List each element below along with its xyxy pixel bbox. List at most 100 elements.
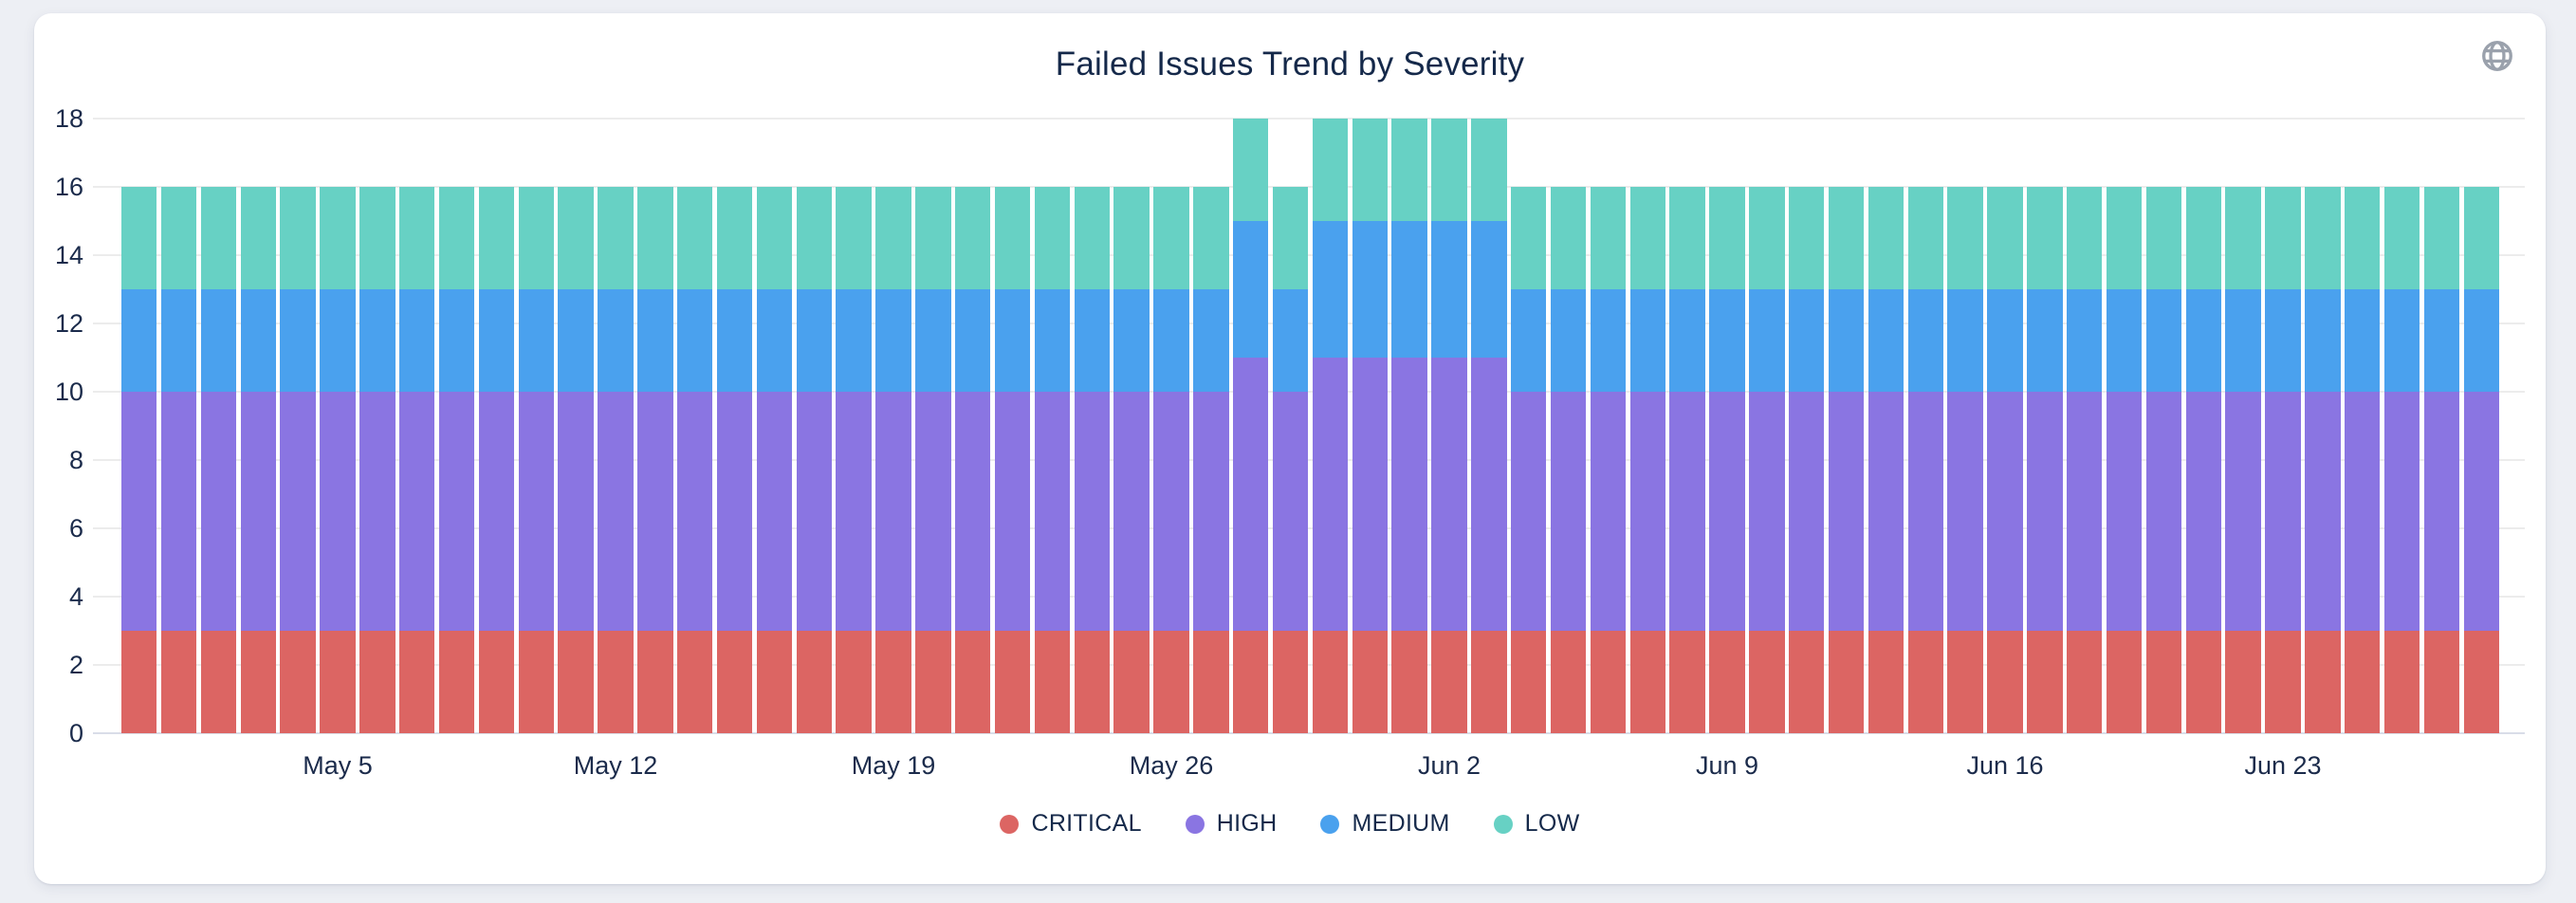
bar-segment-critical[interactable] bbox=[677, 631, 713, 733]
legend-item-medium[interactable]: MEDIUM bbox=[1320, 810, 1449, 838]
bar-segment-medium[interactable] bbox=[1629, 289, 1665, 392]
bar-segment-medium[interactable] bbox=[2225, 289, 2261, 392]
globe-icon[interactable] bbox=[2479, 38, 2515, 74]
bar-segment-critical[interactable] bbox=[1669, 631, 1705, 733]
bar-segment-medium[interactable] bbox=[2027, 289, 2063, 392]
bar-segment-critical[interactable] bbox=[955, 631, 991, 733]
bar[interactable] bbox=[2265, 187, 2301, 733]
bar-segment-critical[interactable] bbox=[200, 631, 237, 733]
bar-segment-medium[interactable] bbox=[2067, 289, 2103, 392]
bar-segment-critical[interactable] bbox=[1312, 631, 1349, 733]
bar-segment-critical[interactable] bbox=[1749, 631, 1785, 733]
bar-segment-high[interactable] bbox=[915, 392, 951, 631]
bar-segment-critical[interactable] bbox=[438, 631, 475, 733]
bar-segment-high[interactable] bbox=[2067, 392, 2103, 631]
bar-segment-low[interactable] bbox=[438, 187, 475, 289]
bar-segment-low[interactable] bbox=[796, 187, 832, 289]
bar[interactable] bbox=[1907, 187, 1943, 733]
bar-segment-low[interactable] bbox=[1749, 187, 1785, 289]
bar-segment-high[interactable] bbox=[955, 392, 991, 631]
bar-segment-medium[interactable] bbox=[438, 289, 475, 392]
bar-segment-medium[interactable] bbox=[955, 289, 991, 392]
bar-segment-low[interactable] bbox=[518, 187, 554, 289]
bar-segment-low[interactable] bbox=[1352, 119, 1388, 221]
bar-segment-high[interactable] bbox=[1471, 358, 1507, 631]
bar[interactable] bbox=[1471, 119, 1507, 733]
bar[interactable] bbox=[1629, 187, 1665, 733]
bar[interactable] bbox=[280, 187, 316, 733]
bar-segment-critical[interactable] bbox=[1629, 631, 1665, 733]
bar-segment-medium[interactable] bbox=[2423, 289, 2460, 392]
bar-segment-medium[interactable] bbox=[1352, 221, 1388, 358]
bar[interactable] bbox=[2067, 187, 2103, 733]
bar-segment-high[interactable] bbox=[558, 392, 594, 631]
bar-segment-high[interactable] bbox=[796, 392, 832, 631]
bar[interactable] bbox=[1391, 119, 1427, 733]
bar-segment-low[interactable] bbox=[1907, 187, 1943, 289]
bar-segment-medium[interactable] bbox=[1590, 289, 1627, 392]
bar-segment-medium[interactable] bbox=[716, 289, 753, 392]
bar[interactable] bbox=[677, 187, 713, 733]
bar-segment-medium[interactable] bbox=[1987, 289, 2023, 392]
bar[interactable] bbox=[359, 187, 396, 733]
bar-segment-medium[interactable] bbox=[121, 289, 157, 392]
bar[interactable] bbox=[2383, 187, 2420, 733]
bar-segment-low[interactable] bbox=[2345, 187, 2381, 289]
bar[interactable] bbox=[1193, 187, 1229, 733]
bar-segment-critical[interactable] bbox=[320, 631, 356, 733]
bar-segment-critical[interactable] bbox=[399, 631, 435, 733]
bar-segment-critical[interactable] bbox=[2225, 631, 2261, 733]
bar[interactable] bbox=[1709, 187, 1745, 733]
bar-segment-high[interactable] bbox=[1312, 358, 1349, 631]
bar-segment-low[interactable] bbox=[875, 187, 911, 289]
bar-segment-medium[interactable] bbox=[2345, 289, 2381, 392]
bar-segment-medium[interactable] bbox=[359, 289, 396, 392]
bar[interactable] bbox=[1153, 187, 1189, 733]
bar-segment-critical[interactable] bbox=[1868, 631, 1904, 733]
bar[interactable] bbox=[836, 187, 872, 733]
bar[interactable] bbox=[1987, 187, 2023, 733]
bar-segment-high[interactable] bbox=[1034, 392, 1071, 631]
bar-segment-critical[interactable] bbox=[1153, 631, 1189, 733]
bar-segment-low[interactable] bbox=[1868, 187, 1904, 289]
bar-segment-low[interactable] bbox=[1153, 187, 1189, 289]
bar-segment-low[interactable] bbox=[1828, 187, 1865, 289]
bar-segment-medium[interactable] bbox=[1312, 221, 1349, 358]
bar-segment-high[interactable] bbox=[2305, 392, 2341, 631]
bar-segment-critical[interactable] bbox=[359, 631, 396, 733]
bar-segment-medium[interactable] bbox=[1034, 289, 1071, 392]
bar[interactable] bbox=[1947, 187, 1983, 733]
bar-segment-low[interactable] bbox=[1312, 119, 1349, 221]
legend-item-high[interactable]: HIGH bbox=[1185, 810, 1278, 838]
bar-segment-low[interactable] bbox=[2185, 187, 2221, 289]
bar[interactable] bbox=[1590, 187, 1627, 733]
bar-segment-critical[interactable] bbox=[2106, 631, 2143, 733]
bar-segment-low[interactable] bbox=[2305, 187, 2341, 289]
bar-segment-high[interactable] bbox=[1511, 392, 1547, 631]
bar-segment-low[interactable] bbox=[558, 187, 594, 289]
bar-segment-high[interactable] bbox=[1828, 392, 1865, 631]
bar[interactable] bbox=[1868, 187, 1904, 733]
bar-segment-high[interactable] bbox=[637, 392, 673, 631]
bar[interactable] bbox=[756, 187, 793, 733]
bar-segment-critical[interactable] bbox=[2027, 631, 2063, 733]
bar-segment-medium[interactable] bbox=[1828, 289, 1865, 392]
bar-segment-critical[interactable] bbox=[2145, 631, 2182, 733]
bar-segment-high[interactable] bbox=[1629, 392, 1665, 631]
bar-segment-high[interactable] bbox=[359, 392, 396, 631]
bar-segment-medium[interactable] bbox=[677, 289, 713, 392]
bar-segment-high[interactable] bbox=[836, 392, 872, 631]
bar-segment-critical[interactable] bbox=[2463, 631, 2499, 733]
bar-segment-low[interactable] bbox=[637, 187, 673, 289]
bar-segment-medium[interactable] bbox=[1153, 289, 1189, 392]
bar-segment-low[interactable] bbox=[359, 187, 396, 289]
bar-segment-medium[interactable] bbox=[2265, 289, 2301, 392]
bar-segment-low[interactable] bbox=[1590, 187, 1627, 289]
bar-segment-critical[interactable] bbox=[598, 631, 634, 733]
bar-segment-high[interactable] bbox=[716, 392, 753, 631]
bar[interactable] bbox=[598, 187, 634, 733]
bar-segment-high[interactable] bbox=[2265, 392, 2301, 631]
bar[interactable] bbox=[240, 187, 276, 733]
bar-segment-low[interactable] bbox=[1233, 119, 1269, 221]
bar-segment-critical[interactable] bbox=[1074, 631, 1110, 733]
